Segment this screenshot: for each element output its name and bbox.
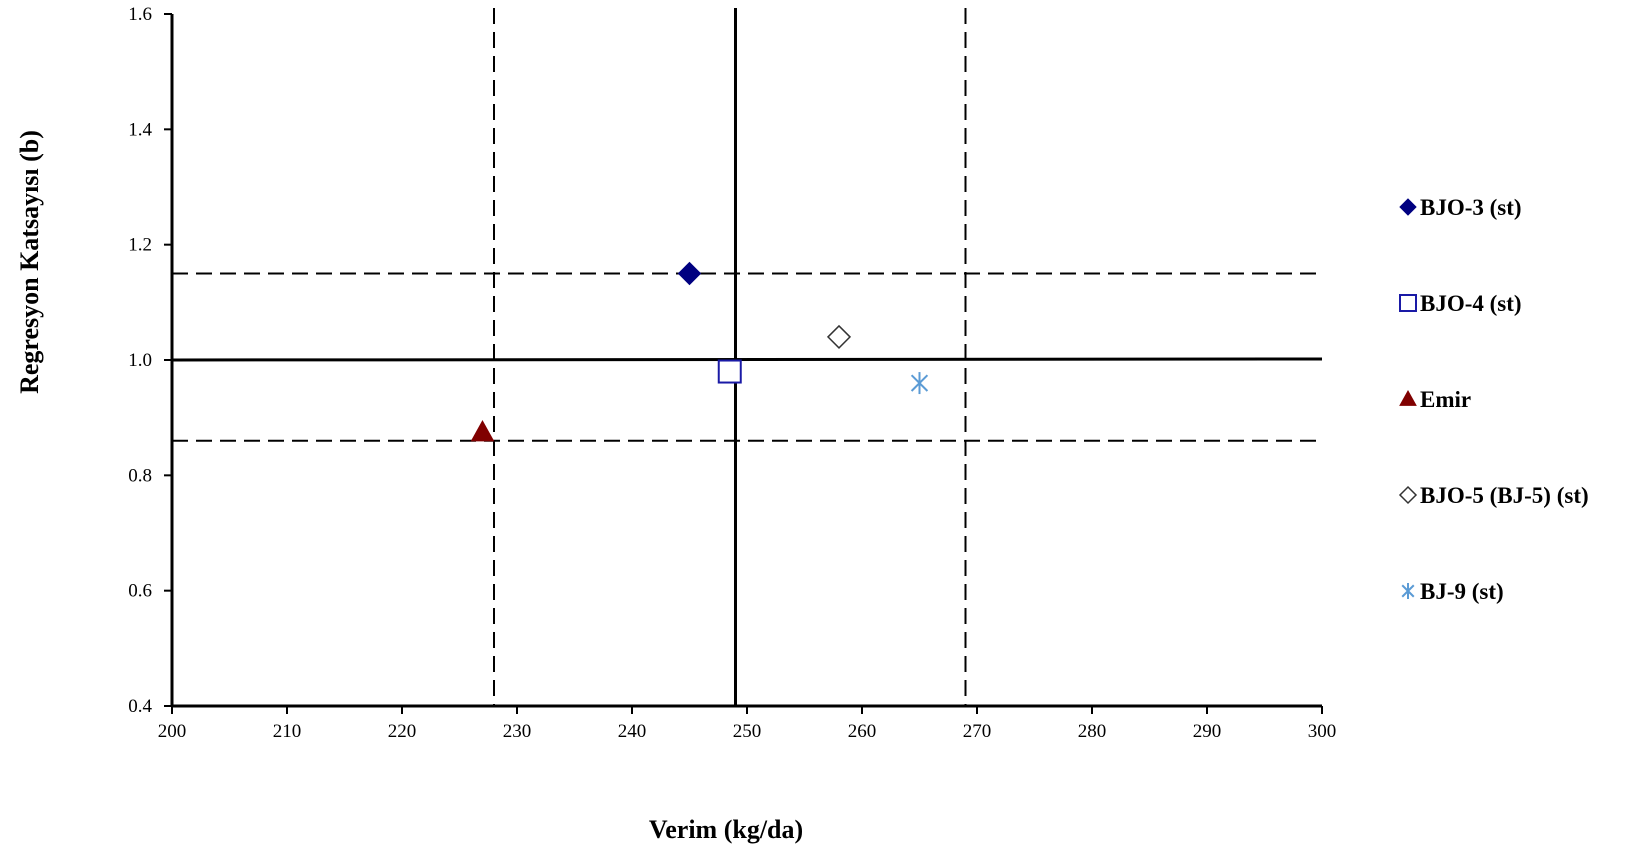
x-ticks: 200 210 220 230 240 250 260 270 280 290 300 [158, 706, 1337, 742]
x-axis-title: Verim (kg/da) [649, 815, 803, 844]
x-tick-label: 270 [963, 721, 992, 742]
x-tick-label: 260 [848, 721, 877, 742]
legend: BJO-3 (st) BJO-4 (st) Emir BJO-5 (BJ-5) (st… [1398, 195, 1589, 604]
legend-label: BJ-9 (st) [1420, 579, 1504, 604]
legend-item: BJO-4 (st) [1399, 291, 1522, 316]
y-axis-title: Regresyon Katsayısı (b) [15, 130, 44, 394]
legend-item: BJO-5 (BJ-5) (st) [1398, 483, 1589, 508]
y-tick-label: 0.4 [128, 696, 152, 717]
x-tick-label: 200 [158, 721, 187, 742]
legend-label: BJO-3 (st) [1420, 195, 1522, 220]
y-tick-label: 1.6 [128, 4, 152, 25]
x-tick-label: 240 [618, 721, 647, 742]
data-point [717, 359, 742, 384]
legend-item: BJ-9 (st) [1401, 579, 1504, 604]
y-tick-label: 0.8 [128, 465, 152, 486]
regression-one-line [171, 357, 1323, 362]
data-point [470, 420, 495, 442]
y-tick-label: 1.4 [128, 119, 152, 140]
legend-item: Emir [1399, 387, 1471, 412]
legend-label: BJO-5 (BJ-5) (st) [1420, 483, 1589, 508]
y-ticks: 0.4 0.6 0.8 1.0 1.2 1.4 1.6 [128, 4, 172, 717]
y-tick-label: 1.2 [128, 235, 152, 256]
x-tick-label: 290 [1193, 721, 1222, 742]
legend-marker [1399, 198, 1417, 216]
x-tick-label: 210 [273, 721, 302, 742]
data-point [826, 324, 852, 349]
x-tick-label: 230 [503, 721, 532, 742]
y-tick-label: 1.0 [128, 350, 152, 371]
legend-marker [1398, 485, 1418, 505]
data-point [910, 372, 929, 395]
data-point [677, 261, 702, 286]
x-tick-label: 250 [733, 721, 762, 742]
legend-marker [1399, 389, 1417, 406]
reference-lines [171, 8, 1323, 706]
data-points [470, 261, 929, 442]
x-tick-label: 220 [388, 721, 417, 742]
legend-item: BJO-3 (st) [1399, 195, 1522, 220]
legend-label: Emir [1420, 387, 1471, 412]
legend-marker [1401, 583, 1415, 599]
legend-label: BJO-4 (st) [1420, 291, 1522, 316]
legend-marker [1399, 294, 1417, 312]
x-tick-label: 280 [1078, 721, 1107, 742]
y-tick-label: 0.6 [128, 581, 152, 602]
x-tick-label: 300 [1308, 721, 1337, 742]
